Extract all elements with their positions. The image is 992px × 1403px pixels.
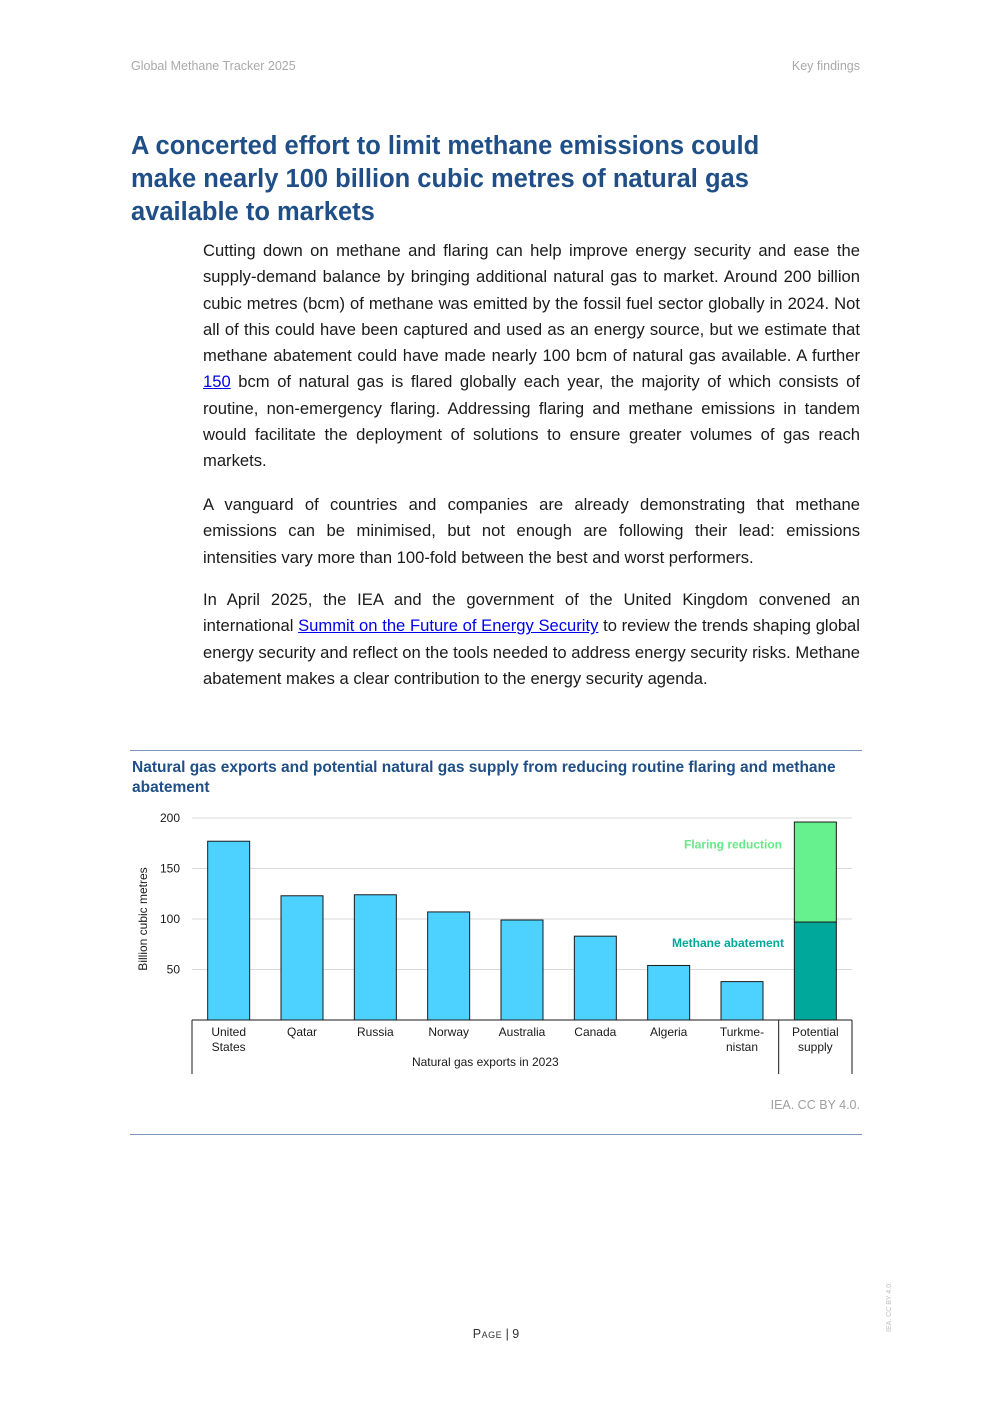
x-tick-label: Canada <box>574 1025 616 1039</box>
figure-credit: IEA. CC BY 4.0. <box>770 1098 860 1112</box>
x-tick-label: nistan <box>726 1040 758 1054</box>
paragraph-text: bcm of natural gas is flared globally ea… <box>203 372 860 471</box>
figure-top-rule <box>130 750 862 751</box>
bar-exports <box>353 894 397 1021</box>
running-header-section: Key findings <box>791 59 860 73</box>
figure-bottom-rule <box>130 1134 862 1135</box>
bar-exports <box>207 840 251 1021</box>
x-tick-label: Russia <box>357 1025 394 1039</box>
x-tick-label: Norway <box>428 1025 469 1039</box>
x-tick-label: Algeria <box>650 1025 688 1039</box>
running-header-report: Global Methane Tracker 2025 <box>131 59 296 73</box>
page-separator: | <box>502 1327 513 1341</box>
bar-exports <box>500 919 544 1021</box>
paragraph-energy-security: Cutting down on methane and flaring can … <box>203 238 860 475</box>
annotation-methane-abatement: Methane abatement <box>672 936 784 950</box>
x-tick-label: Qatar <box>287 1025 317 1039</box>
x-tick-label: Turkme- <box>720 1025 764 1039</box>
annotation-flaring-reduction: Flaring reduction <box>684 837 782 851</box>
y-tick-label: 150 <box>160 862 180 876</box>
bar-exports <box>720 981 764 1021</box>
paragraph-summit: In April 2025, the IEA and the governmen… <box>203 587 860 692</box>
y-tick-label: 200 <box>160 811 180 825</box>
bar-exports <box>427 911 471 1021</box>
paragraph-text: In April 2025, the IEA and the governmen… <box>203 590 860 636</box>
bar-exports <box>573 935 617 1021</box>
y-axis-title: Billion cubic metres <box>136 867 150 970</box>
x-group-label: Natural gas exports in 2023 <box>412 1055 559 1069</box>
side-license-text: IEA. CC BY 4.0. <box>886 1281 893 1332</box>
page-footer: Page | 9 <box>0 1327 992 1341</box>
page-number: 9 <box>512 1327 520 1341</box>
bar-exports <box>280 895 324 1021</box>
y-tick-label: 100 <box>160 912 180 926</box>
x-tick-label: supply <box>798 1040 833 1054</box>
x-tick-label: United <box>211 1025 246 1039</box>
x-tick-label: Potential <box>792 1025 839 1039</box>
bar-flaring-reduction <box>793 821 837 923</box>
summit-link[interactable]: Summit on the Future of Energy Security <box>298 616 599 636</box>
figure-title: Natural gas exports and potential natura… <box>132 759 836 796</box>
x-tick-label: Australia <box>499 1025 546 1039</box>
bar-methane-abatement <box>793 921 837 1021</box>
flaring-volume-link[interactable]: 150 <box>203 372 231 392</box>
bar-exports <box>647 964 691 1021</box>
page-title: A concerted effort to limit methane emis… <box>131 132 760 226</box>
x-tick-label: States <box>212 1040 246 1054</box>
paragraph-text: Cutting down on methane and flaring can … <box>203 241 860 366</box>
paragraph-vanguard: A vanguard of countries and companies ar… <box>203 495 860 567</box>
page-word: Page <box>472 1327 503 1341</box>
y-tick-label: 50 <box>167 963 181 977</box>
paragraph-text: to review the trends shaping global ener… <box>203 616 860 688</box>
